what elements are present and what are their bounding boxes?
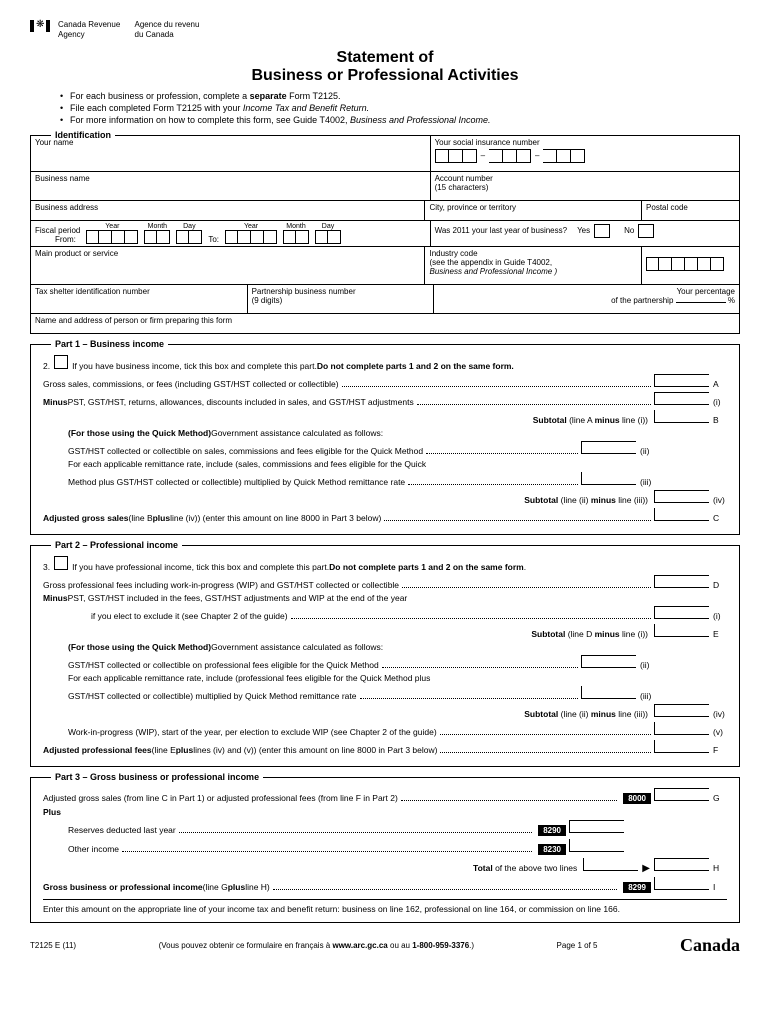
line-iv-amount[interactable] (654, 490, 709, 503)
line-a-amount[interactable] (654, 374, 709, 387)
line-h-amount[interactable] (654, 858, 709, 871)
line-e-amount[interactable] (654, 624, 709, 637)
part1-checkbox[interactable] (54, 355, 68, 369)
line-g-amount[interactable] (654, 788, 709, 801)
last-year-no[interactable] (638, 224, 654, 238)
part1-heading: Part 1 – Business income (51, 339, 168, 349)
part3-section: Part 3 – Gross business or professional … (30, 777, 740, 923)
page-footer: T2125 E (11) (Vous pouvez obtenir ce for… (30, 935, 740, 956)
last-year-yes[interactable] (594, 224, 610, 238)
code-8290: 8290 (538, 825, 566, 836)
p2-line-i-amount[interactable] (654, 606, 709, 619)
line-i-amount[interactable] (654, 392, 709, 405)
line-i-gross-amount[interactable] (654, 877, 709, 890)
canada-wordmark: Canada (680, 935, 740, 956)
fiscal-from-year[interactable] (86, 230, 138, 244)
reserves-amount[interactable] (569, 820, 624, 833)
p2-line-v-amount[interactable] (654, 722, 709, 735)
gov-header: Canada RevenueAgency Agence du revenudu … (30, 20, 740, 39)
page-number: Page 1 of 5 (557, 941, 598, 950)
line-iii-amount[interactable] (581, 472, 636, 485)
business-address-label: Business address (35, 203, 420, 212)
business-name-label: Business name (35, 174, 426, 183)
part3-heading: Part 3 – Gross business or professional … (51, 772, 263, 782)
fiscal-to-day[interactable] (315, 230, 341, 244)
partnership-num-label: Partnership business number (252, 287, 430, 296)
line-b-amount[interactable] (654, 410, 709, 423)
canada-flag-icon (30, 20, 50, 32)
code-8299: 8299 (623, 882, 651, 893)
industry-code-input[interactable] (646, 257, 735, 271)
arrow-icon: ▶ (642, 863, 650, 874)
main-product-label: Main product or service (35, 249, 420, 258)
identification-section: Identification Your name Your social ins… (30, 135, 740, 334)
preparer-label: Name and address of person or firm prepa… (35, 316, 735, 325)
line-ii-amount[interactable] (581, 441, 636, 454)
footer-french: (Vous pouvez obtenir ce formulaire en fr… (159, 941, 474, 950)
part3-note: Enter this amount on the appropriate lin… (43, 899, 727, 914)
part1-section: Part 1 – Business income 2.If you have b… (30, 344, 740, 535)
postal-label: Postal code (646, 203, 735, 212)
p2-line-iii-amount[interactable] (581, 686, 636, 699)
your-pct-label: Your percentage (438, 287, 735, 296)
fiscal-to-month[interactable] (283, 230, 309, 244)
total-amount[interactable] (583, 858, 638, 871)
line-f-amount[interactable] (654, 740, 709, 753)
line-d-amount[interactable] (654, 575, 709, 588)
part2-heading: Part 2 – Professional income (51, 540, 182, 550)
line-c-amount[interactable] (654, 508, 709, 521)
fiscal-to-year[interactable] (225, 230, 277, 244)
part2-section: Part 2 – Professional income 3.If you ha… (30, 545, 740, 767)
city-label: City, province or territory (429, 203, 637, 212)
identification-heading: Identification (51, 130, 115, 140)
other-income-amount[interactable] (569, 839, 624, 852)
code-8000: 8000 (623, 793, 651, 804)
fiscal-from-day[interactable] (176, 230, 202, 244)
sin-input[interactable]: – – (435, 149, 735, 163)
agency-label: Canada RevenueAgency Agence du revenudu … (58, 20, 211, 39)
last-year-label: Was 2011 your last year of business? (435, 226, 568, 235)
intro-bullets: For each business or profession, complet… (60, 91, 740, 125)
sin-label: Your social insurance number (435, 138, 735, 147)
form-title: Statement ofBusiness or Professional Act… (30, 49, 740, 85)
part2-checkbox[interactable] (54, 556, 68, 570)
form-id: T2125 E (11) (30, 941, 76, 950)
industry-code-label: Industry code (429, 249, 637, 258)
p2-line-ii-amount[interactable] (581, 655, 636, 668)
account-number-label: Account number (435, 174, 735, 183)
fiscal-from-month[interactable] (144, 230, 170, 244)
p2-line-iv-amount[interactable] (654, 704, 709, 717)
tax-shelter-label: Tax shelter identification number (35, 287, 243, 296)
code-8230: 8230 (538, 844, 566, 855)
